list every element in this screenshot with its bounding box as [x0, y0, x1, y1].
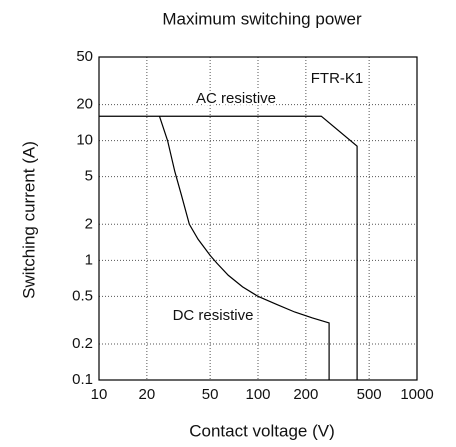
series-label: AC resistive	[196, 90, 276, 107]
series-label: DC resistive	[173, 307, 254, 324]
y-tick-label: 2	[85, 215, 93, 232]
y-tick-label: 0.1	[72, 371, 93, 388]
annotation: FTR-K1	[311, 70, 364, 87]
x-tick-label: 20	[139, 386, 156, 403]
y-tick-label: 0.2	[72, 335, 93, 352]
y-tick-label: 50	[76, 48, 93, 65]
x-tick-label: 500	[357, 386, 382, 403]
y-tick-label: 10	[76, 132, 93, 149]
series-line	[158, 116, 330, 380]
y-tick-label: 0.5	[72, 287, 93, 304]
series-line	[99, 115, 358, 380]
y-tick-label: 1	[85, 251, 93, 268]
chart-title: Maximum switching power	[162, 9, 362, 28]
x-tick-label: 1000	[400, 386, 433, 403]
x-tick-label: 200	[293, 386, 318, 403]
x-tick-label: 100	[245, 386, 270, 403]
x-tick-label: 50	[202, 386, 219, 403]
plot-frame	[98, 56, 418, 381]
y-tick-label: 5	[85, 168, 93, 185]
x-tick-label: 10	[91, 386, 108, 403]
y-tick-label: 20	[76, 96, 93, 113]
x-axis-label: Contact voltage (V)	[189, 421, 335, 440]
y-axis-label: Switching current (A)	[19, 141, 38, 299]
